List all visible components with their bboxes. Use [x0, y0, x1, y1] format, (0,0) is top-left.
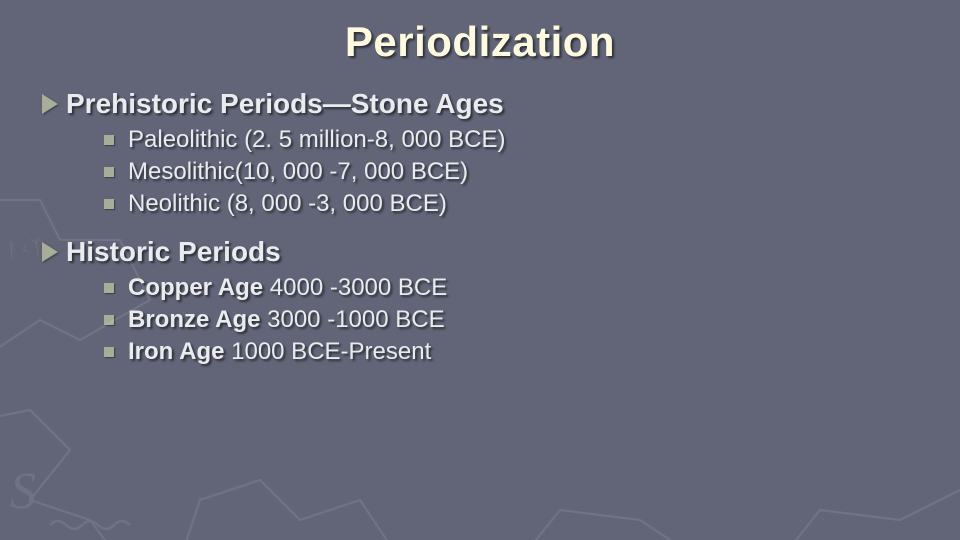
svg-text:ᚨᚲᛉ: ᚨᚲᛉ [6, 236, 45, 263]
item-text: Bronze Age 3000 -1000 BCE [128, 306, 445, 334]
square-icon [104, 199, 114, 209]
item-rest: 4000 -3000 BCE [263, 274, 447, 301]
item-bold: Iron Age [128, 338, 224, 365]
square-icon [104, 347, 114, 357]
square-icon [104, 283, 114, 293]
slide: ᚨᚲᛉ S Periodization Prehistoric Periods—… [0, 0, 960, 540]
list-item: Mesolithic(10, 000 -7, 000 BCE) [104, 158, 920, 186]
section-prehistoric: Prehistoric Periods—Stone Ages Paleolith… [42, 88, 920, 218]
arrow-icon [42, 94, 58, 114]
heading-prehistoric: Prehistoric Periods—Stone Ages [42, 88, 920, 120]
item-text: Mesolithic(10, 000 -7, 000 BCE) [128, 158, 468, 186]
arrow-icon [42, 242, 58, 262]
list-item: Bronze Age 3000 -1000 BCE [104, 306, 920, 334]
heading-historic: Historic Periods [42, 236, 920, 268]
heading-text: Prehistoric Periods—Stone Ages [66, 88, 504, 120]
list-item: Iron Age 1000 BCE-Present [104, 338, 920, 366]
item-text: Paleolithic (2. 5 million-8, 000 BCE) [128, 126, 506, 154]
heading-text: Historic Periods [66, 236, 281, 268]
item-bold: Copper Age [128, 274, 263, 301]
square-icon [104, 315, 114, 325]
item-text: Neolithic (8, 000 -3, 000 BCE) [128, 190, 447, 218]
square-icon [104, 135, 114, 145]
list-item: Copper Age 4000 -3000 BCE [104, 274, 920, 302]
item-rest: 1000 BCE-Present [224, 338, 431, 365]
section-historic: Historic Periods Copper Age 4000 -3000 B… [42, 236, 920, 366]
item-bold: Bronze Age [128, 306, 260, 333]
list-item: Paleolithic (2. 5 million-8, 000 BCE) [104, 126, 920, 154]
item-text: Copper Age 4000 -3000 BCE [128, 274, 447, 302]
slide-title: Periodization [40, 18, 920, 66]
svg-text:S: S [10, 463, 36, 520]
square-icon [104, 167, 114, 177]
item-text: Iron Age 1000 BCE-Present [128, 338, 431, 366]
list-item: Neolithic (8, 000 -3, 000 BCE) [104, 190, 920, 218]
item-rest: 3000 -1000 BCE [260, 306, 444, 333]
